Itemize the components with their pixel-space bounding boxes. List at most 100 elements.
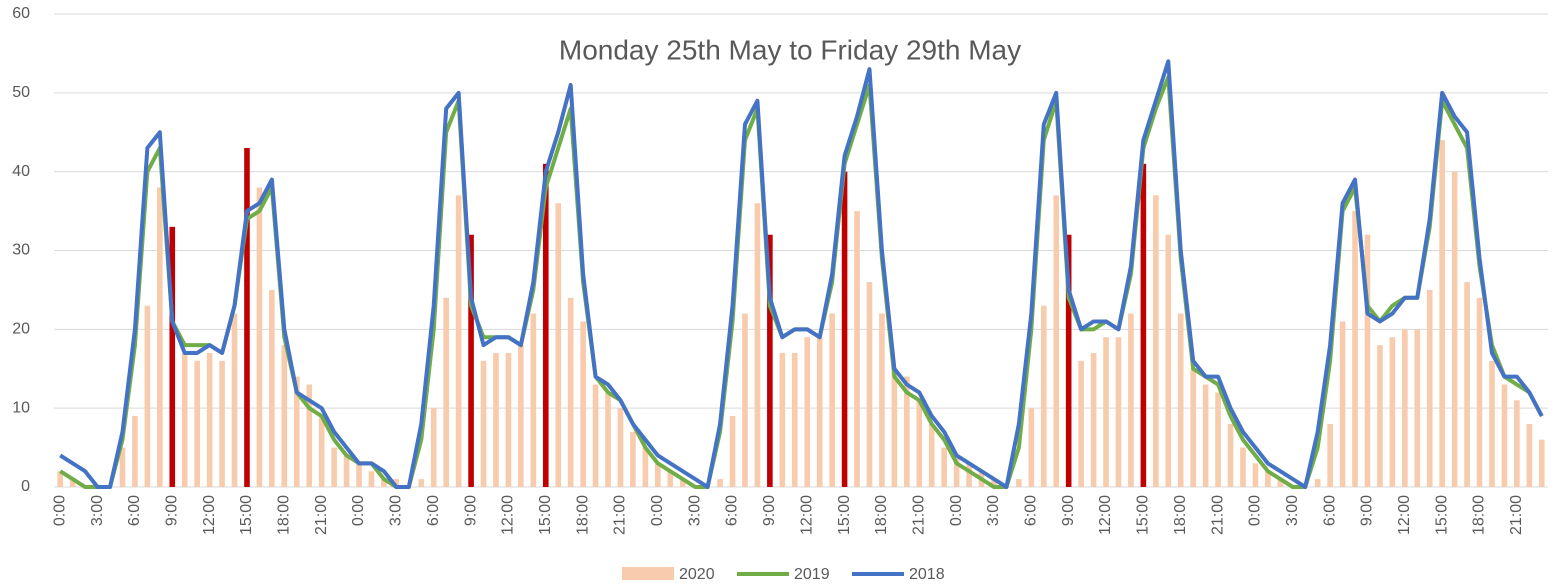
bar	[1314, 479, 1321, 487]
x-tick-label: 0:00	[948, 495, 965, 526]
bar	[630, 431, 636, 487]
bar	[1202, 384, 1209, 487]
bar	[194, 360, 200, 487]
bar	[144, 305, 151, 487]
bar	[916, 400, 923, 487]
bar	[667, 471, 674, 487]
bar	[854, 211, 860, 488]
x-tick-label: 12:00	[500, 495, 517, 535]
bar	[1327, 423, 1333, 487]
bar	[729, 416, 736, 487]
y-tick-label: 30	[12, 242, 30, 259]
bar	[1140, 163, 1147, 488]
x-tick-label: 0:00	[1247, 495, 1264, 526]
x-tick-label: 15:00	[238, 495, 255, 535]
bar	[804, 337, 811, 487]
bar	[119, 447, 126, 487]
legend: 2020 2019 2018	[622, 566, 945, 583]
x-tick-label: 18:00	[1172, 495, 1189, 535]
bar	[381, 479, 387, 487]
bar	[605, 392, 611, 487]
bar	[1053, 195, 1060, 488]
bar	[1190, 368, 1196, 487]
x-tick-label: 21:00	[612, 495, 629, 535]
bar	[841, 171, 848, 487]
bar	[57, 471, 64, 487]
legend-label: 2018	[909, 566, 945, 583]
bar	[443, 297, 449, 487]
bar	[356, 463, 362, 487]
x-tick-label: 15:00	[1135, 495, 1152, 535]
x-tick-label: 18:00	[873, 495, 890, 535]
bar	[928, 423, 935, 487]
x-tick-label: 18:00	[574, 495, 591, 535]
bar	[1028, 408, 1035, 487]
bar	[717, 479, 723, 487]
bar	[966, 463, 972, 487]
x-tick-label: 15:00	[836, 495, 853, 535]
bar	[1277, 479, 1284, 487]
bar	[567, 297, 574, 487]
bar	[1078, 360, 1084, 487]
legend-label: 2020	[679, 566, 715, 583]
bar	[1364, 234, 1371, 487]
bar	[1103, 337, 1109, 487]
bar	[493, 352, 499, 487]
bar	[281, 345, 288, 487]
x-tick-label: 18:00	[1471, 495, 1488, 535]
x-tick-label: 0:00	[51, 495, 68, 526]
x-tick-label: 9:00	[1060, 495, 1077, 526]
bar	[69, 479, 76, 487]
x-tick-label: 3:00	[686, 495, 703, 526]
bar	[592, 384, 599, 487]
line	[59, 59, 1544, 489]
bar	[1115, 337, 1122, 487]
x-tick-label: 12:00	[1396, 495, 1413, 535]
bar	[879, 313, 885, 487]
bar	[1339, 321, 1346, 487]
bar	[157, 187, 163, 487]
y-tick-label: 40	[12, 163, 30, 180]
bar	[1016, 479, 1022, 487]
bar	[318, 416, 325, 487]
bar	[1090, 352, 1097, 487]
bar	[767, 234, 773, 487]
bar	[1514, 400, 1520, 487]
x-tick-label: 21:00	[313, 495, 330, 535]
x-tick-label: 21:00	[1209, 495, 1226, 535]
bar	[953, 455, 960, 487]
x-tick-label: 0:00	[350, 495, 367, 526]
bar	[1476, 297, 1483, 487]
bar	[1128, 313, 1134, 487]
bar	[206, 352, 213, 487]
bar	[368, 471, 375, 487]
bar	[1040, 305, 1047, 487]
bar	[1177, 313, 1184, 487]
bar	[181, 352, 188, 487]
x-tick-label: 9:00	[761, 495, 778, 526]
bar	[468, 234, 474, 487]
x-tick-label: 12:00	[201, 495, 218, 535]
y-tick-label: 20	[12, 321, 30, 338]
plot: 0 10 20 30 40 50 60 0:00 3:00 6:00 9:00 12:00 15:00 1…	[12, 5, 1548, 583]
bar	[742, 313, 748, 487]
bar	[617, 408, 624, 487]
x-tick-label: 3:00	[1284, 495, 1301, 526]
x-tick-label: 9:00	[163, 495, 180, 526]
bar	[1389, 337, 1396, 487]
bar	[1215, 392, 1221, 487]
bar	[816, 337, 823, 487]
x-tick-label: 12:00	[1097, 495, 1114, 535]
y-tick-label: 50	[12, 84, 30, 101]
x-tick-label: 6:00	[126, 495, 143, 526]
bar	[269, 289, 275, 487]
bar	[1165, 234, 1172, 487]
bar	[1489, 360, 1495, 487]
bar	[754, 203, 761, 487]
bar	[1065, 234, 1072, 487]
bar	[231, 313, 238, 487]
bar	[1352, 211, 1358, 488]
bar	[1153, 195, 1159, 488]
x-tick-label: 3:00	[985, 495, 1002, 526]
